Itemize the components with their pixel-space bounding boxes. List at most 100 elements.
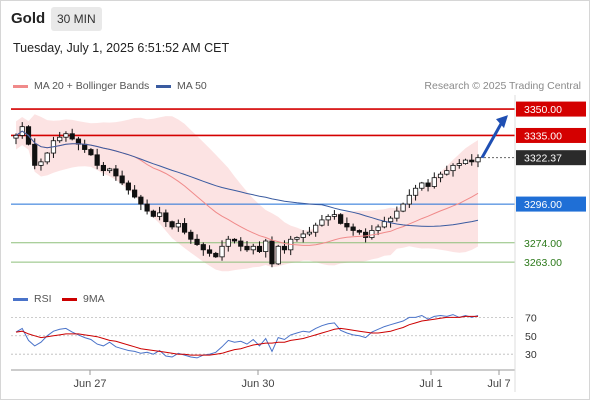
legend-ma9: 9MA (62, 293, 105, 305)
candle (219, 245, 225, 258)
level-tag-3322.37 (516, 150, 586, 166)
candle (275, 245, 281, 265)
candle (181, 223, 188, 233)
candle (419, 182, 425, 189)
candle (144, 203, 150, 212)
candle (69, 133, 75, 140)
candle (394, 210, 400, 219)
candle (32, 143, 38, 166)
candle (250, 245, 256, 251)
level-label-3274.00: 3274.00 (524, 238, 562, 250)
level-tag-3296.00 (516, 196, 586, 212)
candle (100, 164, 107, 172)
candle (206, 249, 213, 254)
candle (475, 157, 481, 163)
candle (113, 168, 119, 177)
candle (194, 238, 200, 245)
candle (107, 168, 113, 172)
candle (344, 223, 350, 228)
x-tick-label-Jun 27: Jun 27 (73, 378, 106, 390)
ma20-swatch (13, 84, 28, 88)
candle (350, 226, 356, 231)
candle (437, 173, 444, 179)
candle (400, 203, 406, 212)
candle (213, 252, 219, 258)
level-tag-3335.00 (516, 127, 586, 143)
candle (200, 244, 206, 251)
candle (450, 164, 456, 172)
candle (300, 233, 306, 238)
candle (406, 194, 412, 205)
copyright-text: Research © 2025 Trading Central (424, 80, 581, 92)
candle (444, 170, 450, 175)
candle (412, 187, 419, 196)
candle (169, 221, 175, 228)
candle (462, 159, 469, 165)
candle (313, 224, 319, 233)
candle (294, 237, 300, 240)
x-tick-label-Jul 1: Jul 1 (419, 378, 442, 390)
candle (306, 231, 313, 235)
level-tag-3350.00 (516, 101, 586, 117)
candle (381, 221, 387, 228)
candle (156, 212, 163, 217)
rsi-line (15, 314, 479, 359)
rsi-ma9-line (15, 315, 478, 356)
candle (38, 161, 44, 166)
candle (269, 240, 275, 265)
projection-arrow-head (496, 115, 508, 129)
candle (163, 212, 169, 223)
ma50-swatch (156, 84, 171, 88)
instrument-title: Gold (11, 10, 46, 27)
candle (425, 182, 431, 187)
projection-arrow (480, 121, 504, 159)
level-label-3296.00: 3296.00 (524, 199, 562, 211)
timeframe-button[interactable]: 30 MIN (51, 7, 102, 31)
candle (281, 245, 288, 251)
candle (319, 219, 325, 226)
ma50-line (15, 130, 479, 227)
candle (369, 230, 375, 238)
rsi-tick-50: 50 (525, 331, 537, 343)
candle (469, 159, 475, 163)
candle (431, 177, 437, 187)
rsi-legend-label: RSI (34, 293, 52, 305)
rsi-tick-30: 30 (525, 349, 537, 361)
candle (244, 245, 250, 251)
candle (325, 215, 331, 221)
rsi-tick-70: 70 (525, 312, 537, 324)
candle (13, 135, 19, 139)
legend-ma50: MA 50 (156, 80, 207, 92)
candle (456, 163, 462, 166)
candle (150, 210, 156, 217)
candle (263, 240, 269, 252)
candle (188, 231, 194, 240)
level-label-3322.37: 3322.37 (524, 153, 562, 165)
candle (331, 214, 338, 217)
candle (363, 231, 369, 238)
candle (256, 245, 263, 252)
candle (138, 196, 144, 205)
candle (57, 136, 63, 142)
x-tick-label-Jul 7: Jul 7 (487, 378, 510, 390)
candle (82, 143, 88, 150)
level-label-3335.00: 3335.00 (524, 130, 562, 142)
candle (125, 182, 131, 191)
ma9-legend-label: 9MA (83, 293, 105, 305)
level-label-3263.00: 3263.00 (524, 257, 562, 269)
candle (63, 133, 69, 138)
candle (375, 226, 381, 231)
candle (356, 230, 362, 233)
candle (175, 223, 181, 228)
candle (387, 217, 394, 223)
candle (88, 149, 94, 156)
rsi-swatch (13, 297, 28, 301)
level-label-3350.00: 3350.00 (524, 104, 562, 116)
ma20-legend-label: MA 20 + Bollinger Bands (34, 80, 150, 92)
ma9-swatch (62, 297, 77, 301)
bollinger-band (16, 114, 478, 272)
legend-ma20: MA 20 + Bollinger Bands (13, 80, 149, 92)
candle (225, 238, 231, 247)
chart-datetime: Tuesday, July 1, 2025 6:51:52 AM CET (13, 41, 230, 55)
